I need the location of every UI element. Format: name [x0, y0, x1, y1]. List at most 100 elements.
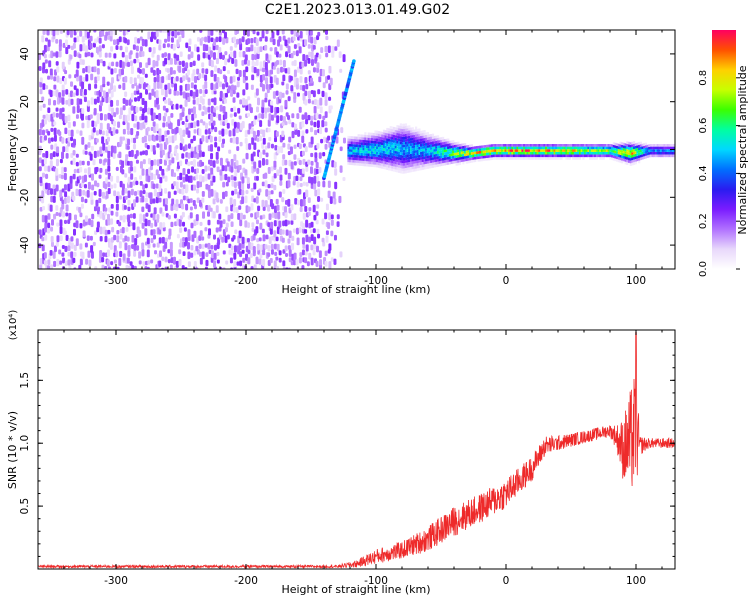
heatmap-cell: [304, 205, 308, 212]
heatmap-cell: [73, 138, 77, 146]
heatmap-cell: [421, 143, 424, 147]
heatmap-cell: [428, 142, 431, 145]
heatmap-cell: [406, 133, 409, 137]
chart-title: C2E1.2023.013.01.49.G02: [264, 2, 451, 18]
heatmap-cell: [121, 183, 125, 192]
heatmap-cell: [365, 153, 369, 156]
heatmap-cell: [102, 60, 106, 67]
heatmap-cell: [158, 260, 162, 268]
heatmap-cell: [79, 166, 83, 173]
heatmap-cell: [67, 245, 71, 252]
heatmap-cell: [316, 62, 320, 69]
heatmap-cell: [82, 67, 86, 74]
heatmap-cell: [367, 145, 370, 149]
heatmap-cell: [247, 38, 251, 45]
heatmap-cell: [634, 145, 637, 149]
heatmap-cell: [209, 135, 213, 143]
heatmap-cell: [258, 135, 262, 142]
heatmap-cell: [365, 155, 369, 159]
heatmap-cell: [44, 215, 48, 224]
heatmap-cell: [73, 37, 77, 43]
heatmap-cell: [475, 151, 479, 154]
heatmap-cell: [458, 154, 462, 158]
heatmap-cell: [158, 197, 162, 203]
heatmap-cell: [278, 257, 282, 263]
heatmap-cell: [485, 155, 489, 158]
heatmap-cell: [202, 43, 206, 52]
heatmap-cell: [413, 129, 416, 133]
heatmap-cell: [442, 152, 445, 156]
heatmap-cell: [47, 39, 51, 47]
heatmap-cell: [462, 159, 465, 162]
heatmap-cell: [482, 150, 485, 154]
heatmap-cell: [274, 144, 278, 151]
heatmap-cell: [124, 173, 128, 178]
heatmap-cell: [139, 180, 143, 186]
heatmap-cell: [118, 151, 122, 159]
heatmap-cell: [38, 243, 42, 249]
heatmap-cell: [321, 218, 325, 225]
heatmap-cell: [408, 138, 411, 142]
heatmap-cell: [199, 30, 203, 33]
heatmap-cell: [315, 52, 319, 58]
heatmap-cell: [43, 260, 47, 266]
heatmap-cell: [93, 30, 97, 33]
heatmap-cell: [50, 241, 54, 247]
heatmap-cell: [107, 150, 111, 159]
heatmap-cell: [270, 105, 274, 113]
heatmap-cell: [421, 135, 424, 139]
heatmap-cell: [256, 243, 260, 251]
heatmap-cell: [494, 154, 497, 158]
heatmap-cell: [616, 153, 619, 157]
heatmap-cell: [426, 134, 430, 138]
heatmap-cell: [200, 119, 204, 124]
heatmap-cell: [551, 154, 555, 158]
heatmap-cell: [663, 146, 666, 150]
heatmap-cell: [398, 138, 401, 142]
heatmap-cell: [215, 227, 219, 233]
heatmap-cell: [81, 108, 85, 114]
heatmap-cell: [87, 181, 91, 190]
heatmap-cell: [382, 137, 386, 141]
heatmap-cell: [229, 137, 233, 143]
heatmap-cell: [384, 151, 387, 154]
heatmap-cell: [189, 198, 193, 203]
heatmap-cell: [107, 266, 111, 269]
heatmap-cell: [196, 197, 200, 204]
heatmap-cell: [219, 169, 223, 176]
heatmap-cell: [67, 259, 71, 266]
heatmap-cell: [241, 120, 245, 129]
heatmap-cell: [293, 75, 297, 82]
heatmap-cell: [389, 139, 392, 142]
heatmap-cell: [381, 158, 384, 161]
heatmap-cell: [582, 151, 585, 155]
heatmap-cell: [292, 228, 296, 233]
heatmap-cell: [141, 206, 145, 213]
heatmap-cell: [298, 143, 302, 150]
heatmap-cell: [104, 265, 108, 269]
heatmap-cell: [436, 137, 440, 141]
heatmap-cell: [135, 234, 139, 239]
heatmap-cell: [523, 154, 526, 158]
heatmap-cell: [255, 256, 259, 265]
heatmap-cell: [416, 139, 419, 142]
heatmap-cell: [404, 147, 408, 150]
heatmap-cell: [182, 91, 186, 99]
heatmap-cell: [267, 183, 271, 189]
heatmap-cell: [230, 203, 234, 212]
heatmap-cell: [155, 97, 159, 105]
heatmap-cell: [198, 235, 202, 241]
heatmap-cell: [604, 151, 607, 155]
heatmap-cell: [125, 46, 129, 53]
heatmap-cell: [214, 65, 218, 72]
heatmap-cell: [631, 157, 634, 161]
heatmap-cell: [580, 154, 583, 158]
heatmap-cell: [247, 47, 251, 52]
heatmap-cell: [399, 141, 402, 145]
heatmap-cell: [575, 146, 578, 150]
heatmap-cell: [236, 92, 240, 98]
heatmap-cell: [152, 69, 156, 76]
heatmap-cell: [641, 151, 644, 155]
heatmap-cell: [310, 136, 314, 145]
heatmap-cell: [152, 229, 156, 235]
